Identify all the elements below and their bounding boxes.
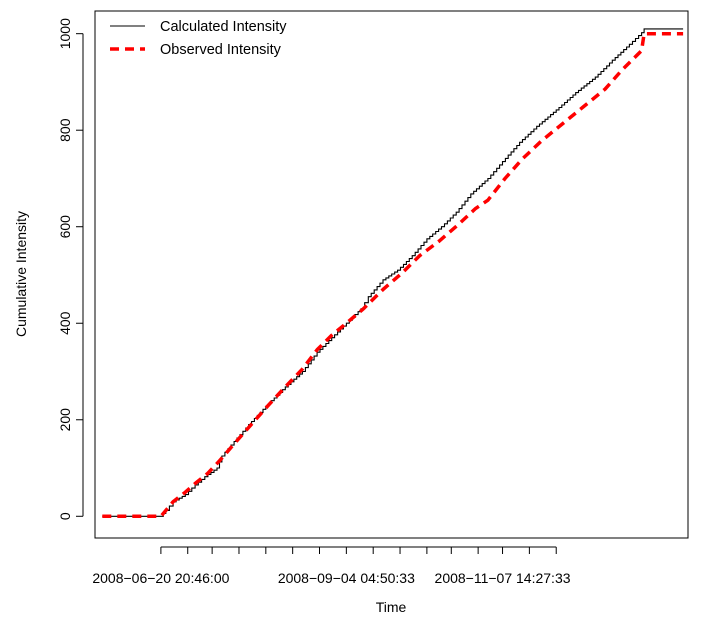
y-tick-label: 200 (57, 408, 73, 432)
y-axis-title: Cumulative Intensity (13, 211, 29, 337)
series-line-calculated (102, 28, 684, 517)
legend-label-calculated: Calculated Intensity (160, 19, 287, 35)
y-tick-label: 600 (57, 215, 73, 239)
y-tick-label: 0 (57, 512, 73, 520)
plot-frame (94, 10, 689, 539)
y-tick-label: 800 (57, 118, 73, 142)
x-tick-label: 2008−06−20 20:46:00 (92, 570, 229, 586)
y-tick-label: 1000 (57, 18, 73, 49)
series-layer (102, 28, 684, 519)
x-axis-title: Time (376, 599, 407, 615)
x-tick-label: 2008−09−04 04:50:33 (278, 570, 415, 586)
series-line-observed (102, 31, 684, 519)
legend-label-observed: Observed Intensity (160, 42, 282, 58)
y-tick-label: 400 (57, 311, 73, 335)
y-axis: 0 200 400 600 800 1000 (57, 18, 84, 520)
x-axis: 2008−06−20 20:46:00 2008−09−04 04:50:33 20… (92, 546, 571, 586)
x-tick-label: 2008−11−07 14:27:33 (435, 570, 571, 586)
legend: Calculated Intensity Observed Intensity (110, 19, 287, 58)
